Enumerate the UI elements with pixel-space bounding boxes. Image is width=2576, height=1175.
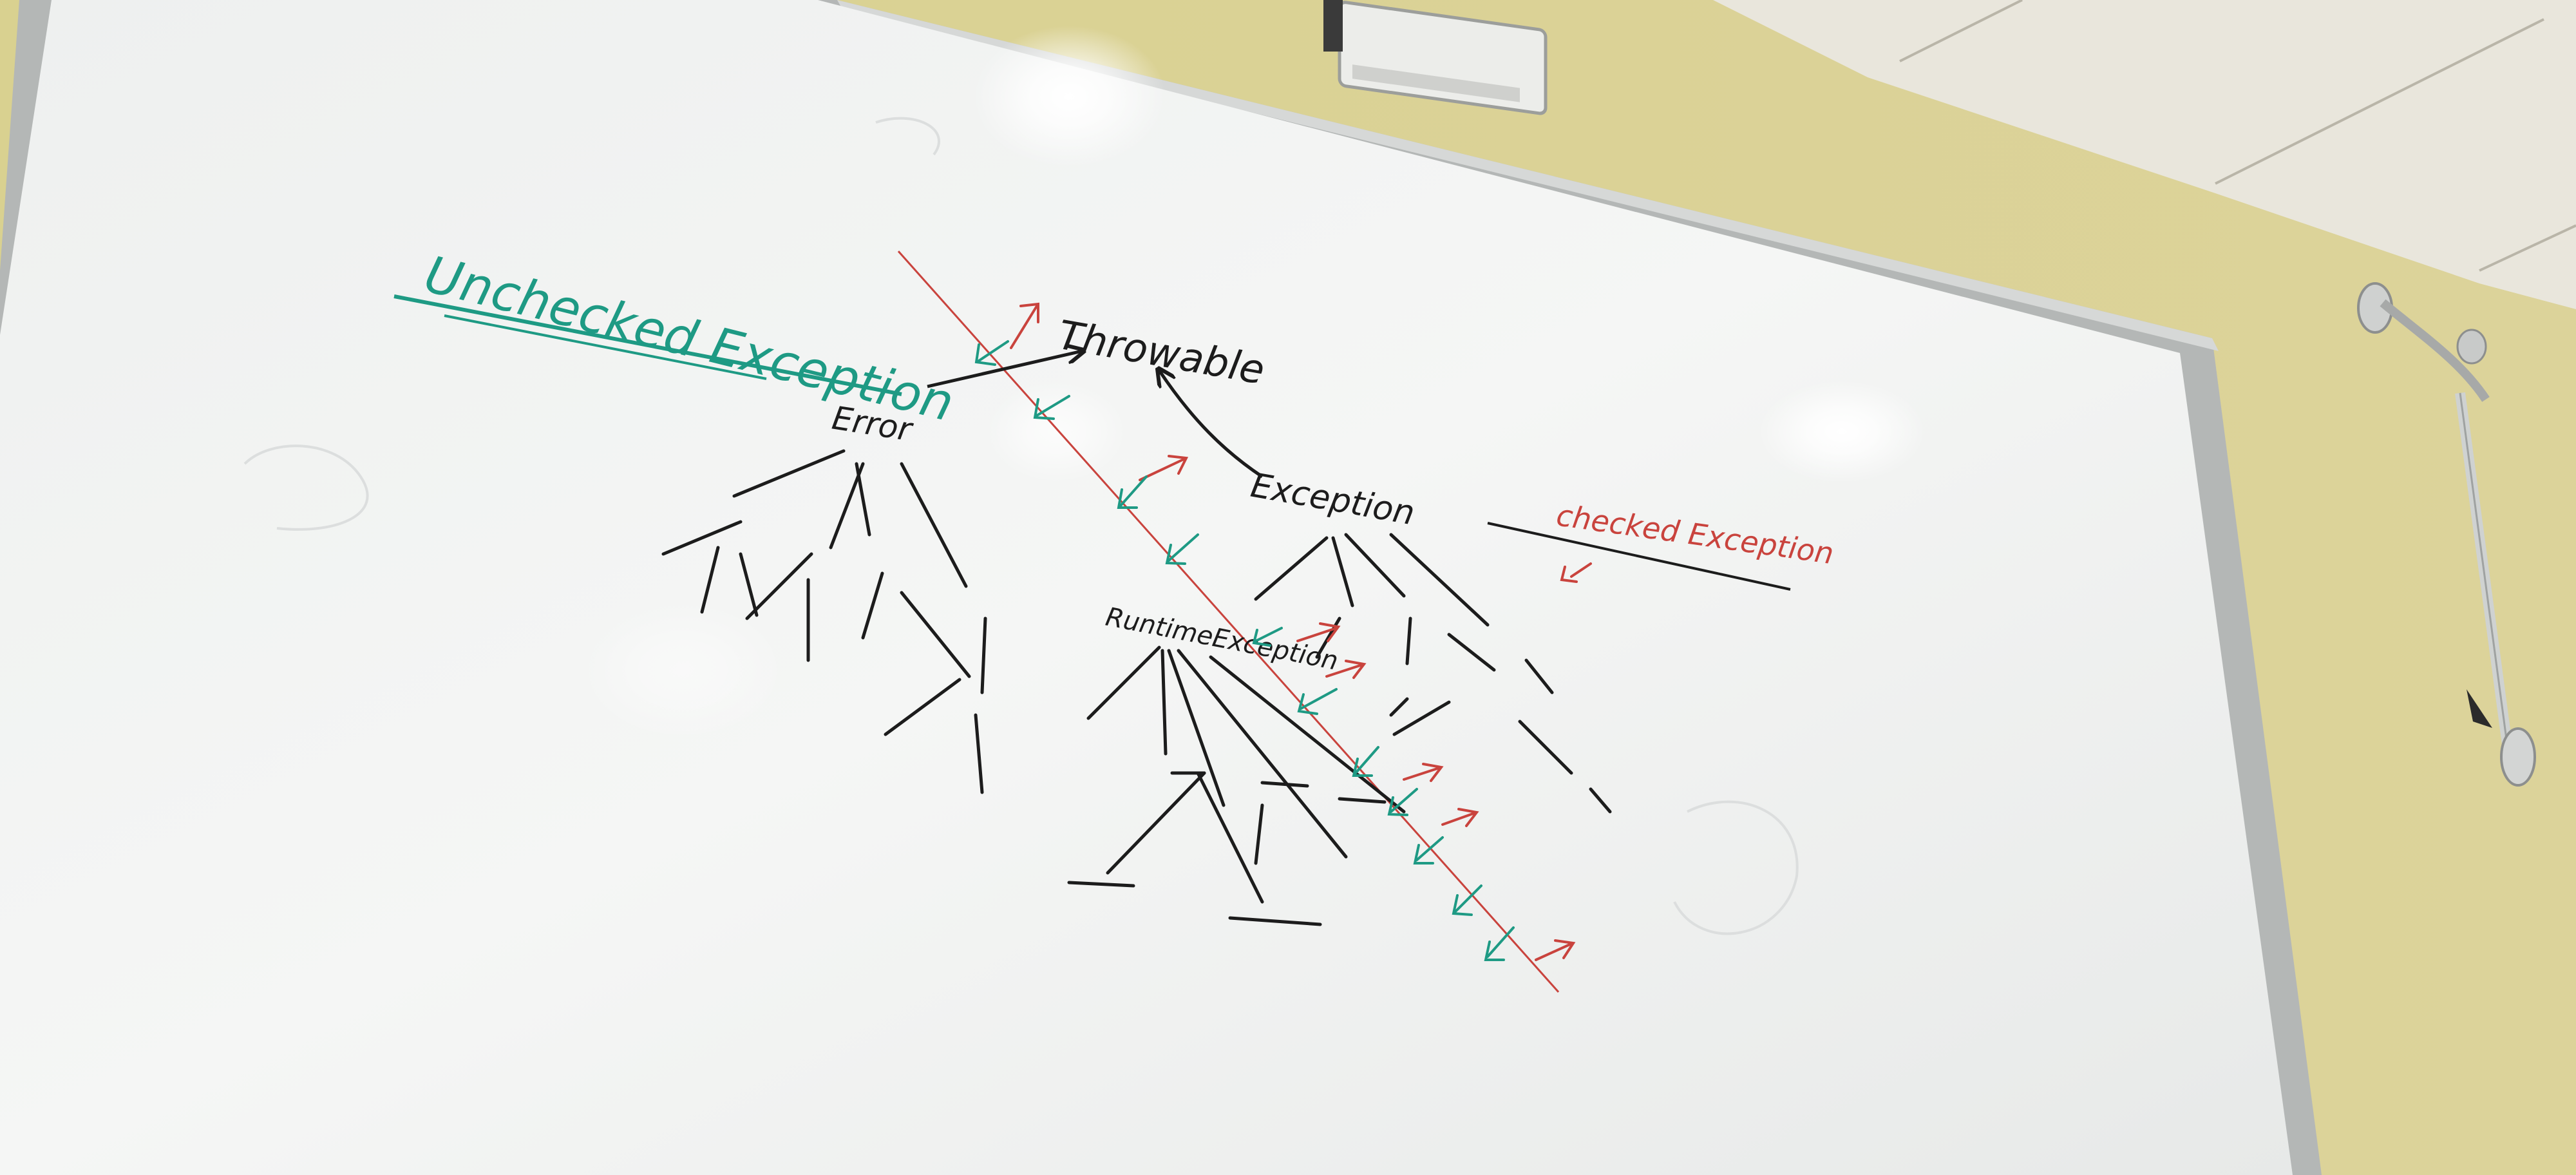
light-glare [985,380,1127,483]
error-subtree [661,449,987,794]
projector [1323,0,1548,115]
runtime-exception-subtree [1067,645,1406,926]
board-frame-highlight [837,0,2219,351]
diagonal-divider-line [897,251,1560,993]
arrow-unchecked-to-throwable [927,351,1082,388]
unchecked-underline [393,294,902,396]
ceiling-tile-line [2479,224,2576,272]
red-arrows [1010,302,1592,961]
ceiling-tile-line [1899,0,2023,62]
whiteboard [0,0,2293,1175]
ceiling [1713,0,2576,309]
light-glare [580,599,786,741]
light-glare [972,26,1166,167]
ceiling-tile-line [2215,18,2544,185]
checked-underline [1487,522,1791,591]
faint-erased-marks [243,117,1799,935]
teal-arrows [974,340,1515,961]
wall-hook [2357,282,2536,787]
hierarchy-arrows [927,351,1264,479]
exception-subtree [1254,533,1612,814]
light-glare [1758,380,1926,483]
arrow-exception-to-throwable [1159,370,1264,479]
unchecked-underline [444,314,767,380]
